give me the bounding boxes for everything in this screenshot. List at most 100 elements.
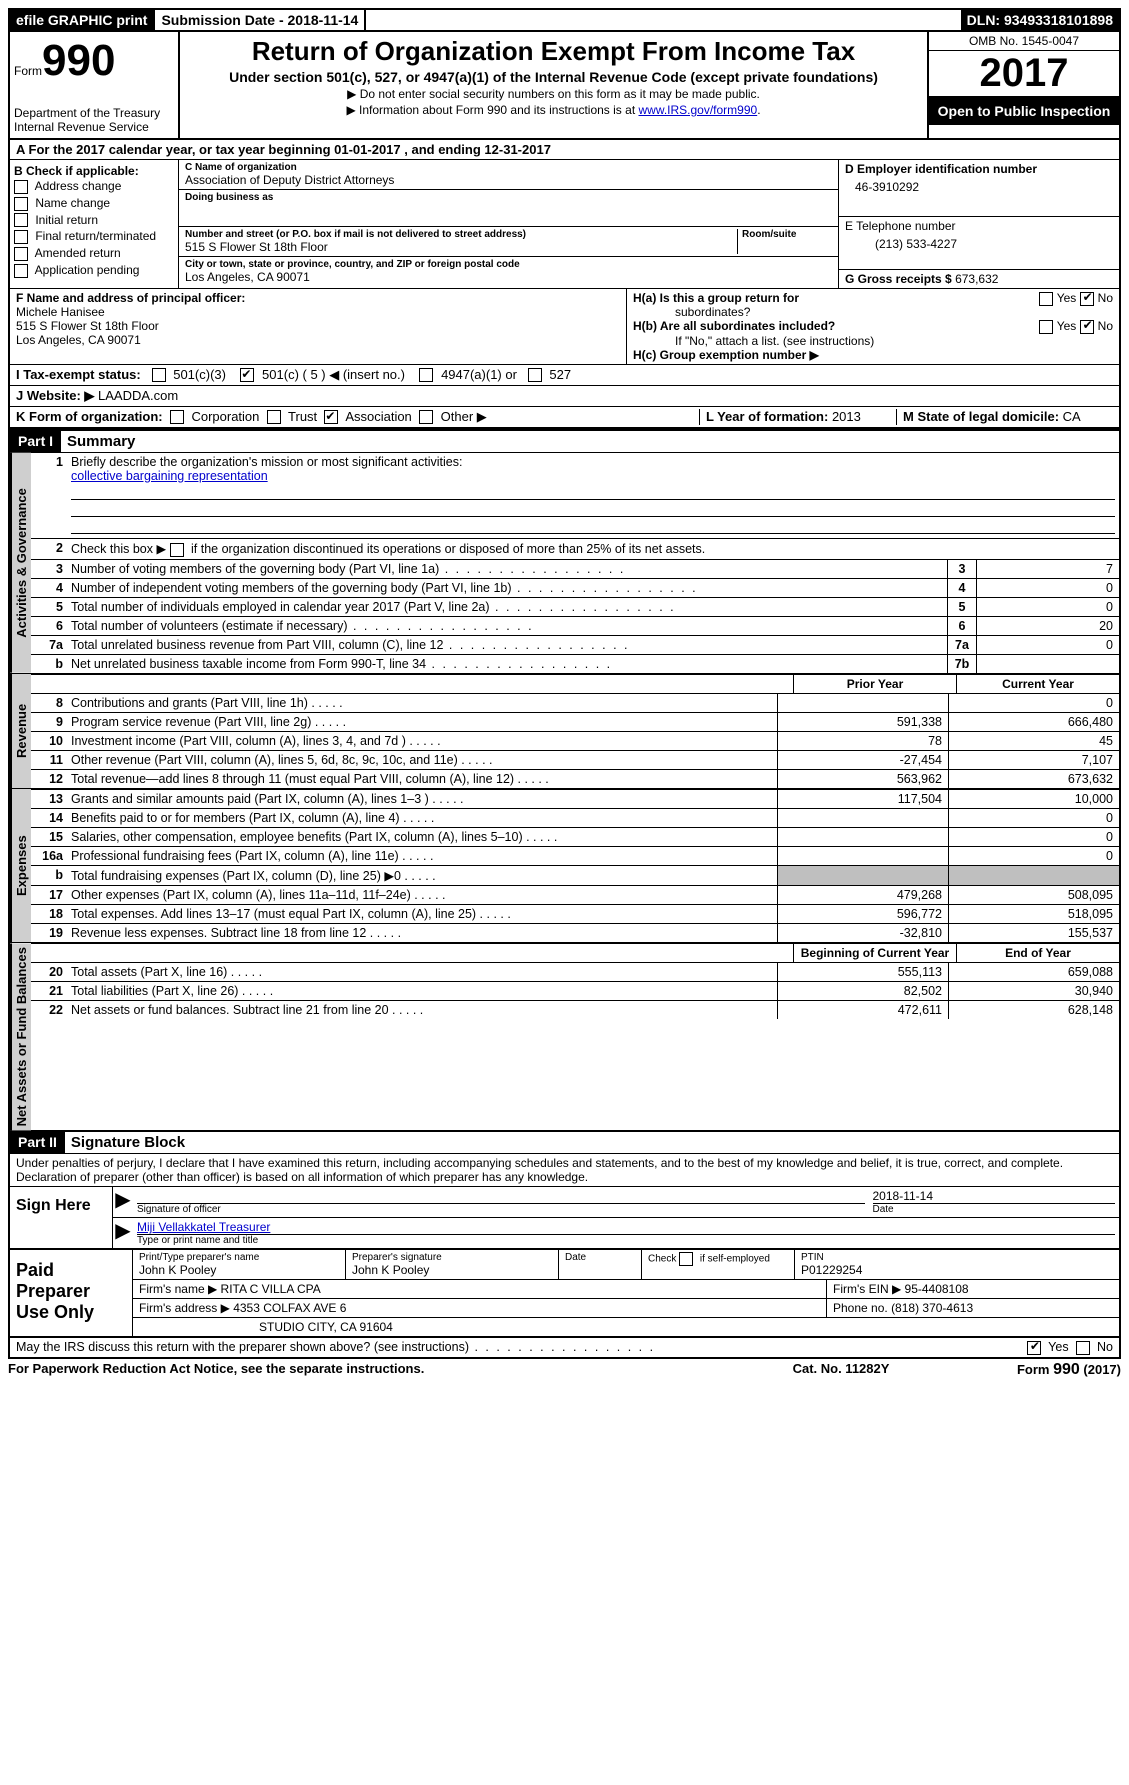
street-address: 515 S Flower St 18th Floor — [185, 240, 737, 254]
501c3-checkbox[interactable] — [152, 368, 166, 382]
open-inspection: Open to Public Inspection — [929, 97, 1119, 125]
discuss-no-checkbox[interactable] — [1076, 1341, 1090, 1355]
firm-phone: (818) 370-4613 — [891, 1301, 973, 1315]
firm-ein: 95-4408108 — [905, 1282, 969, 1296]
preparer-name: John K Pooley — [139, 1263, 339, 1277]
part-i-header: Part I Summary — [8, 429, 1121, 453]
submission-date: Submission Date - 2018-11-14 — [155, 10, 366, 30]
ha-yes-checkbox[interactable] — [1039, 292, 1053, 306]
summary-line: 7aTotal unrelated business revenue from … — [31, 635, 1119, 654]
date-label: Date — [873, 1203, 1116, 1215]
city-state-zip: Los Angeles, CA 90071 — [185, 270, 832, 284]
form-title: Return of Organization Exempt From Incom… — [188, 36, 919, 67]
city-label: City or town, state or province, country… — [185, 259, 832, 270]
telephone-label: E Telephone number — [845, 219, 1113, 233]
hb-no-checkbox[interactable] — [1080, 320, 1094, 334]
col-prior-year: Prior Year — [793, 675, 956, 693]
financial-line: 11Other revenue (Part VIII, column (A), … — [31, 750, 1119, 769]
k-corp-checkbox[interactable] — [170, 410, 184, 424]
mission-link[interactable]: collective bargaining representation — [71, 469, 268, 483]
officer-addr2: Los Angeles, CA 90071 — [16, 333, 620, 347]
ha-no-checkbox[interactable] — [1080, 292, 1094, 306]
row-f-h: F Name and address of principal officer:… — [8, 289, 1121, 365]
discuss-yes-checkbox[interactable] — [1027, 1341, 1041, 1355]
4947-checkbox[interactable] — [419, 368, 433, 382]
box-b-checkbox[interactable] — [14, 264, 28, 278]
summary-line: 3Number of voting members of the governi… — [31, 559, 1119, 578]
declaration-text: Under penalties of perjury, I declare th… — [10, 1154, 1119, 1187]
paid-preparer-block: Paid Preparer Use Only Print/Type prepar… — [8, 1250, 1121, 1338]
self-employed-checkbox[interactable] — [679, 1252, 693, 1266]
part-i-governance: Activities & Governance 1 Briefly descri… — [8, 453, 1121, 674]
h-a-label: H(a) Is this a group return for — [633, 291, 799, 305]
side-netassets: Net Assets or Fund Balances — [10, 943, 31, 1130]
box-b-item: Address change — [14, 178, 174, 195]
k-assoc-checkbox[interactable] — [324, 410, 338, 424]
box-b-label: B Check if applicable: — [14, 164, 174, 178]
website-value: LAADDA.com — [98, 388, 178, 403]
form-subtitle: Under section 501(c), 527, or 4947(a)(1)… — [188, 69, 919, 85]
firm-address: 4353 COLFAX AVE 6 — [233, 1301, 346, 1315]
financial-line: 22Net assets or fund balances. Subtract … — [31, 1000, 1119, 1019]
part-i-revenue: Revenue Prior Year Current Year 8Contrib… — [8, 674, 1121, 789]
form-header: Form990 Department of the Treasury Inter… — [8, 32, 1121, 140]
row-j: J Website: ▶ LAADDA.com — [8, 386, 1121, 407]
type-name-label: Type or print name and title — [137, 1234, 1115, 1246]
sign-here-label: Sign Here — [10, 1187, 113, 1248]
financial-line: 17Other expenses (Part IX, column (A), l… — [31, 885, 1119, 904]
h-c-label: H(c) Group exemption number ▶ — [633, 348, 1113, 362]
summary-line: 6Total number of volunteers (estimate if… — [31, 616, 1119, 635]
officer-label: F Name and address of principal officer: — [16, 291, 620, 305]
hb-yes-checkbox[interactable] — [1039, 320, 1053, 334]
org-name-label: C Name of organization — [185, 162, 832, 173]
col-end-year: End of Year — [956, 944, 1119, 962]
527-checkbox[interactable] — [528, 368, 542, 382]
box-b-checkbox[interactable] — [14, 230, 28, 244]
firm-name: RITA C VILLA CPA — [221, 1282, 321, 1296]
org-name: Association of Deputy District Attorneys — [185, 173, 832, 187]
financial-line: 16aProfessional fundraising fees (Part I… — [31, 846, 1119, 865]
side-expenses: Expenses — [10, 789, 31, 942]
summary-line: 4Number of independent voting members of… — [31, 578, 1119, 597]
box-b-checkbox[interactable] — [14, 247, 28, 261]
firm-address2: STUDIO CITY, CA 91604 — [139, 1320, 393, 1334]
501c-checkbox[interactable] — [240, 368, 254, 382]
tax-year: 2017 — [929, 51, 1119, 97]
financial-line: 21Total liabilities (Part X, line 26) . … — [31, 981, 1119, 1000]
part-i-netassets: Net Assets or Fund Balances Beginning of… — [8, 943, 1121, 1132]
side-governance: Activities & Governance — [10, 453, 31, 673]
efile-label: efile GRAPHIC print — [10, 10, 155, 30]
omb-number: OMB No. 1545-0047 — [929, 32, 1119, 51]
form-number: Form990 — [14, 36, 174, 86]
financial-line: bTotal fundraising expenses (Part IX, co… — [31, 865, 1119, 885]
financial-line: 20Total assets (Part X, line 16) . . . .… — [31, 962, 1119, 981]
side-revenue: Revenue — [10, 674, 31, 788]
officer-name-title[interactable]: Miji Vellakkatel Treasurer — [137, 1220, 270, 1234]
box-b-checkbox[interactable] — [14, 213, 28, 227]
gross-receipts: 673,632 — [955, 272, 998, 286]
footer: For Paperwork Reduction Act Notice, see … — [8, 1359, 1121, 1381]
signature-block: Under penalties of perjury, I declare th… — [8, 1154, 1121, 1250]
l2-checkbox[interactable] — [170, 543, 184, 557]
box-b-checkbox[interactable] — [14, 197, 28, 211]
part-ii-header: Part II Signature Block — [8, 1132, 1121, 1154]
col-current-year: Current Year — [956, 675, 1119, 693]
financial-line: 13Grants and similar amounts paid (Part … — [31, 789, 1119, 808]
k-other-checkbox[interactable] — [419, 410, 433, 424]
financial-line: 9Program service revenue (Part VIII, lin… — [31, 712, 1119, 731]
form-note2: ▶ Information about Form 990 and its ins… — [188, 103, 919, 117]
financial-line: 8Contributions and grants (Part VIII, li… — [31, 693, 1119, 712]
cat-number: Cat. No. 11282Y — [741, 1361, 941, 1379]
box-b-item: Name change — [14, 195, 174, 212]
k-trust-checkbox[interactable] — [267, 410, 281, 424]
paid-preparer-label: Paid Preparer Use Only — [10, 1250, 133, 1336]
box-b-item: Amended return — [14, 245, 174, 262]
sig-officer-label: Signature of officer — [137, 1203, 865, 1215]
box-b-checkbox[interactable] — [14, 180, 28, 194]
preparer-signature: John K Pooley — [352, 1263, 552, 1277]
irs-label: Internal Revenue Service — [14, 120, 174, 134]
summary-line: 5Total number of individuals employed in… — [31, 597, 1119, 616]
irs-link[interactable]: www.IRS.gov/form990 — [638, 103, 757, 117]
street-label: Number and street (or P.O. box if mail i… — [185, 229, 737, 240]
sig-date: 2018-11-14 — [873, 1189, 1116, 1203]
